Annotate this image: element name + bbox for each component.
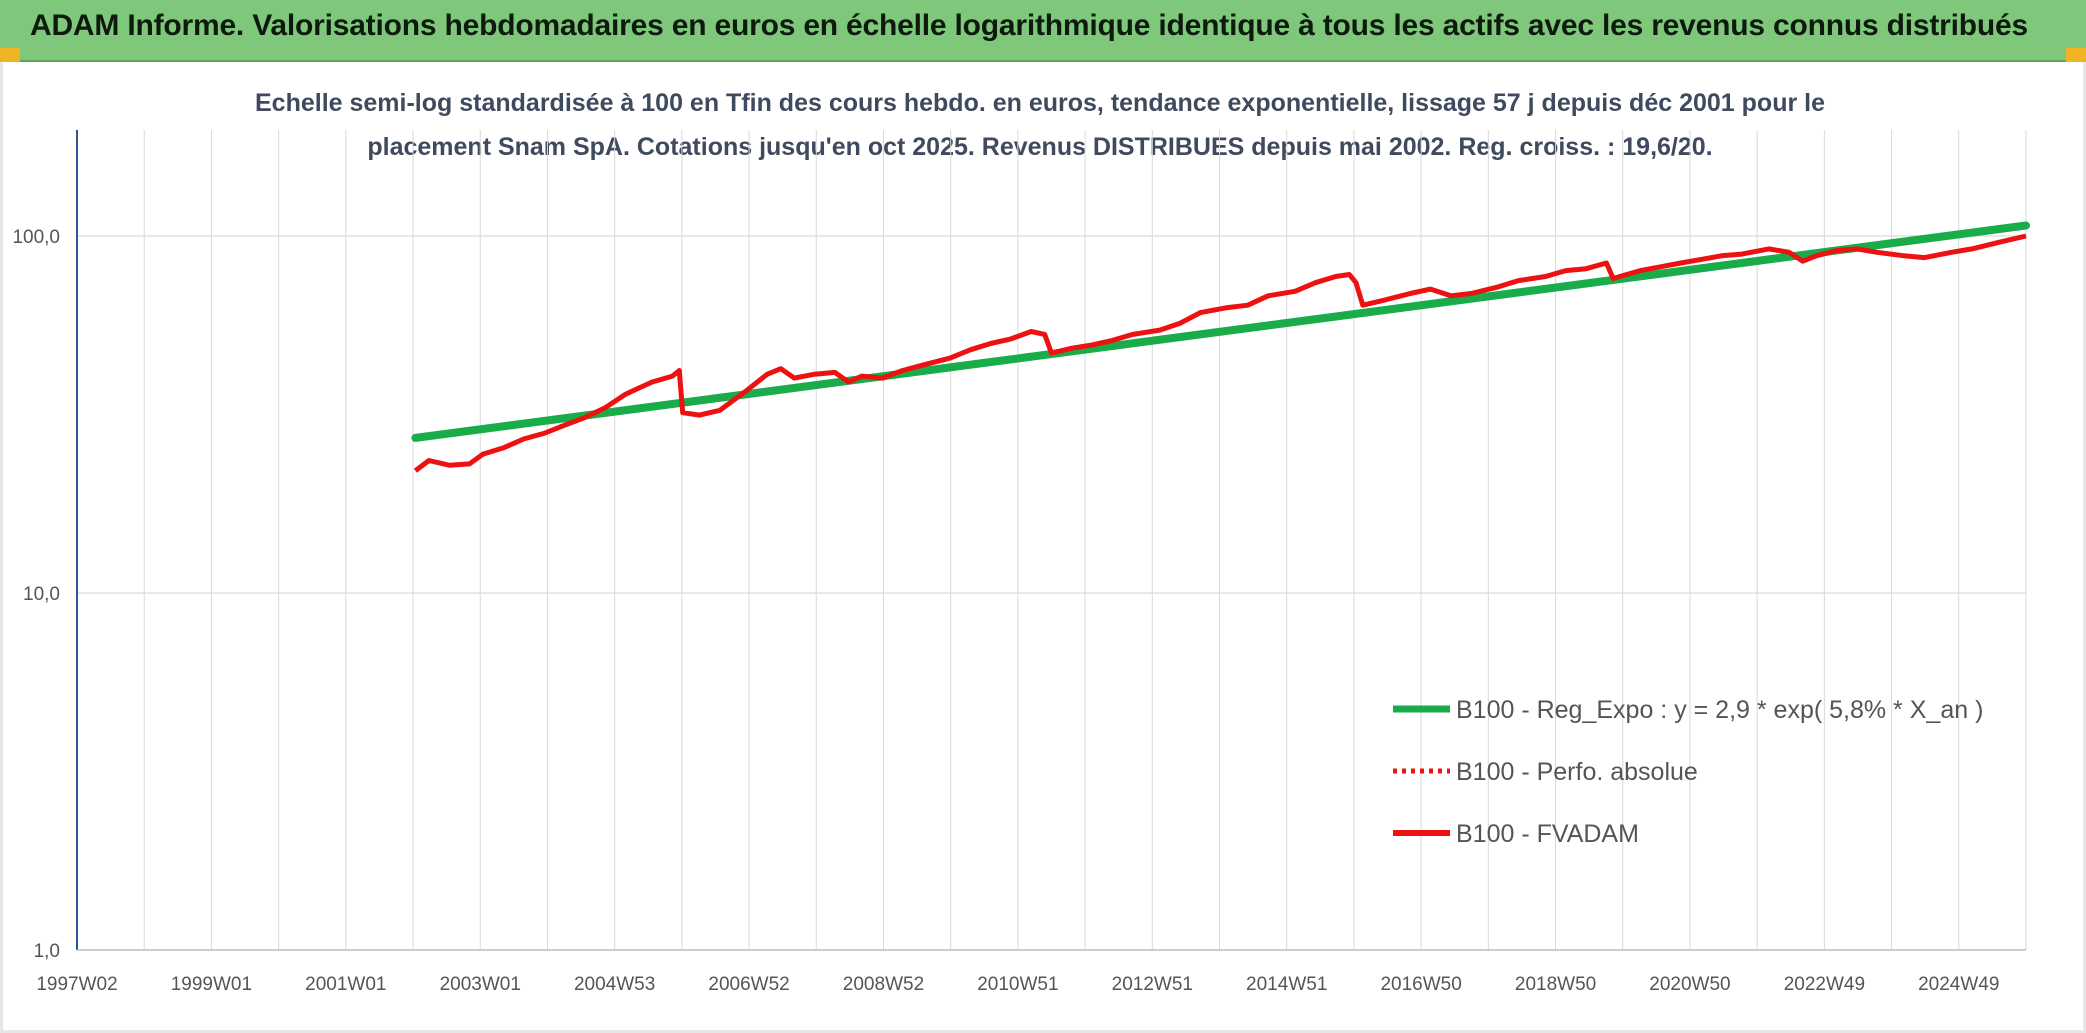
report-title: ADAM Informe. Valorisations hebdomadaire… bbox=[30, 9, 2028, 42]
chart-title-line1: Echelle semi-log standardisée à 100 en T… bbox=[255, 89, 1825, 117]
x-tick-label: 2006W52 bbox=[708, 974, 789, 995]
axis-layer: 1997W02 1999W01 2001W01 2003W01 2004W53 2006W… bbox=[12, 130, 2026, 995]
x-tick-label: 2010W51 bbox=[977, 974, 1058, 995]
x-tick-label: 2008W52 bbox=[843, 974, 924, 995]
x-tick-label: 1999W01 bbox=[171, 974, 252, 995]
legend-label: B100 - FVADAM bbox=[1456, 820, 1639, 848]
y-tick-label: 10,0 bbox=[23, 584, 60, 605]
x-tick-label: 2014W51 bbox=[1246, 974, 1327, 995]
x-tick-label: 2004W53 bbox=[574, 974, 655, 995]
chart-frame bbox=[0, 62, 2086, 1033]
x-tick-label: 2003W01 bbox=[440, 974, 521, 995]
x-tick-label: 2020W50 bbox=[1649, 974, 1730, 995]
x-tick-label: 1997W02 bbox=[36, 974, 117, 995]
series-line-fvadam bbox=[413, 233, 2027, 473]
x-tick-label: 2022W49 bbox=[1784, 974, 1865, 995]
corner-marker-right bbox=[2066, 48, 2086, 62]
chart-legend: B100 - Reg_Expo : y = 2,9 * exp( 5,8% * … bbox=[1393, 696, 1983, 848]
y-tick-label: 1,0 bbox=[34, 941, 60, 962]
legend-label: B100 - Reg_Expo : y = 2,9 * exp( 5,8% * … bbox=[1456, 696, 1983, 724]
y-tick-label: 100,0 bbox=[12, 227, 60, 248]
series-line-reg-expo bbox=[411, 221, 2030, 442]
x-tick-label: 2016W50 bbox=[1380, 974, 1461, 995]
x-tick-label: 2024W49 bbox=[1918, 974, 1999, 995]
x-tick-label: 2001W01 bbox=[305, 974, 386, 995]
x-tick-label: 2012W51 bbox=[1112, 974, 1193, 995]
corner-marker-left bbox=[0, 48, 20, 62]
x-tick-label: 2018W50 bbox=[1515, 974, 1596, 995]
series-layer bbox=[411, 221, 2030, 473]
legend-label: B100 - Perfo. absolue bbox=[1456, 758, 1698, 786]
report-header: ADAM Informe. Valorisations hebdomadaire… bbox=[0, 0, 2086, 62]
